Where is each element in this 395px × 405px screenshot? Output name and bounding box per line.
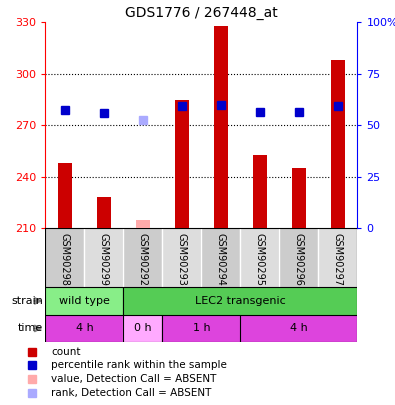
Text: count: count [51, 347, 81, 357]
Bar [124, 315, 162, 342]
Text: GSM90294: GSM90294 [216, 233, 226, 286]
Bar [318, 228, 357, 287]
Text: wild type: wild type [59, 296, 110, 306]
Bar [124, 287, 357, 315]
Text: GSM90293: GSM90293 [177, 233, 187, 286]
Text: GSM90296: GSM90296 [294, 233, 304, 286]
Text: GSM90292: GSM90292 [138, 233, 148, 286]
Text: GSM90299: GSM90299 [99, 233, 109, 286]
Bar [162, 315, 241, 342]
Text: 1 h: 1 h [193, 324, 210, 333]
Title: GDS1776 / 267448_at: GDS1776 / 267448_at [125, 6, 278, 20]
Bar [241, 315, 357, 342]
Bar [85, 228, 123, 287]
Text: value, Detection Call = ABSENT: value, Detection Call = ABSENT [51, 374, 217, 384]
Text: time: time [18, 324, 43, 333]
Bar [124, 228, 162, 287]
Bar [331, 60, 345, 228]
Bar [280, 228, 318, 287]
Bar [45, 287, 124, 315]
Bar [136, 220, 150, 228]
Text: 4 h: 4 h [290, 324, 308, 333]
Text: GSM90295: GSM90295 [255, 233, 265, 286]
Bar [201, 228, 241, 287]
Text: percentile rank within the sample: percentile rank within the sample [51, 360, 227, 371]
Bar [97, 198, 111, 228]
Text: GSM90298: GSM90298 [60, 233, 70, 286]
Bar [175, 100, 189, 228]
Bar [45, 228, 85, 287]
Bar [253, 155, 267, 228]
Bar [214, 26, 228, 228]
Text: 4 h: 4 h [75, 324, 93, 333]
Text: GSM90297: GSM90297 [333, 233, 343, 286]
Text: 0 h: 0 h [134, 324, 152, 333]
Text: strain: strain [11, 296, 43, 306]
Bar [58, 163, 72, 228]
Text: rank, Detection Call = ABSENT: rank, Detection Call = ABSENT [51, 388, 212, 398]
Text: LEC2 transgenic: LEC2 transgenic [195, 296, 286, 306]
Bar [292, 168, 306, 228]
Bar [241, 228, 280, 287]
Bar [45, 315, 124, 342]
Bar [162, 228, 201, 287]
